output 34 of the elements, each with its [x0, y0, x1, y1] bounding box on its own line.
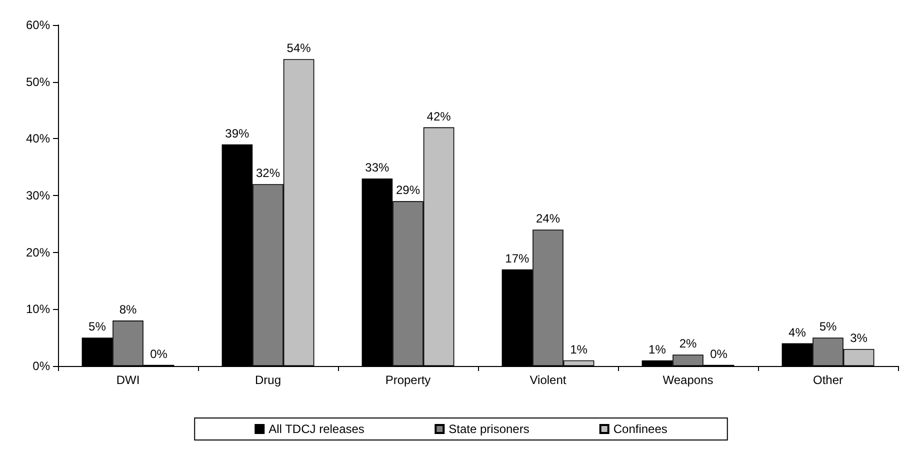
x-tick-label: DWI	[116, 373, 140, 387]
data-label: 4%	[788, 325, 806, 340]
y-tick-label: 10%	[26, 302, 50, 316]
legend-label: State prisoners	[448, 422, 530, 436]
data-label: 39%	[225, 126, 250, 140]
data-label: 3%	[850, 330, 868, 345]
legend-label: All TDCJ releases	[268, 422, 364, 436]
data-label: 1%	[648, 342, 666, 356]
x-tick-label: Other	[812, 373, 844, 387]
y-tick-label: 50%	[26, 74, 50, 89]
data-label: 0%	[710, 346, 728, 361]
data-label: 29%	[396, 183, 420, 198]
data-label: 0%	[150, 346, 168, 361]
x-tick-label: Drug	[254, 373, 282, 387]
y-tick-label: 20%	[26, 245, 50, 260]
legend-label: Confinees	[613, 422, 668, 436]
data-label: 33%	[365, 160, 390, 174]
data-label: 54%	[286, 41, 312, 56]
data-label: 17%	[505, 251, 530, 266]
x-tick-label: Property	[385, 373, 431, 387]
data-label: 24%	[536, 212, 560, 226]
y-tick-label: 30%	[26, 188, 50, 202]
data-label: 32%	[256, 166, 280, 180]
data-label: 5%	[88, 320, 106, 334]
y-tick-label: 0%	[32, 359, 50, 373]
x-tick-label: Violent	[530, 373, 567, 387]
data-label: 8%	[119, 302, 137, 317]
data-label: 1%	[570, 342, 588, 356]
y-tick-label: 40%	[26, 132, 50, 146]
y-tick-label: 60%	[26, 18, 50, 32]
data-label: 2%	[679, 336, 697, 351]
data-label: 5%	[819, 320, 837, 334]
x-tick-label: Weapons	[662, 373, 714, 387]
data-label: 42%	[426, 109, 452, 124]
